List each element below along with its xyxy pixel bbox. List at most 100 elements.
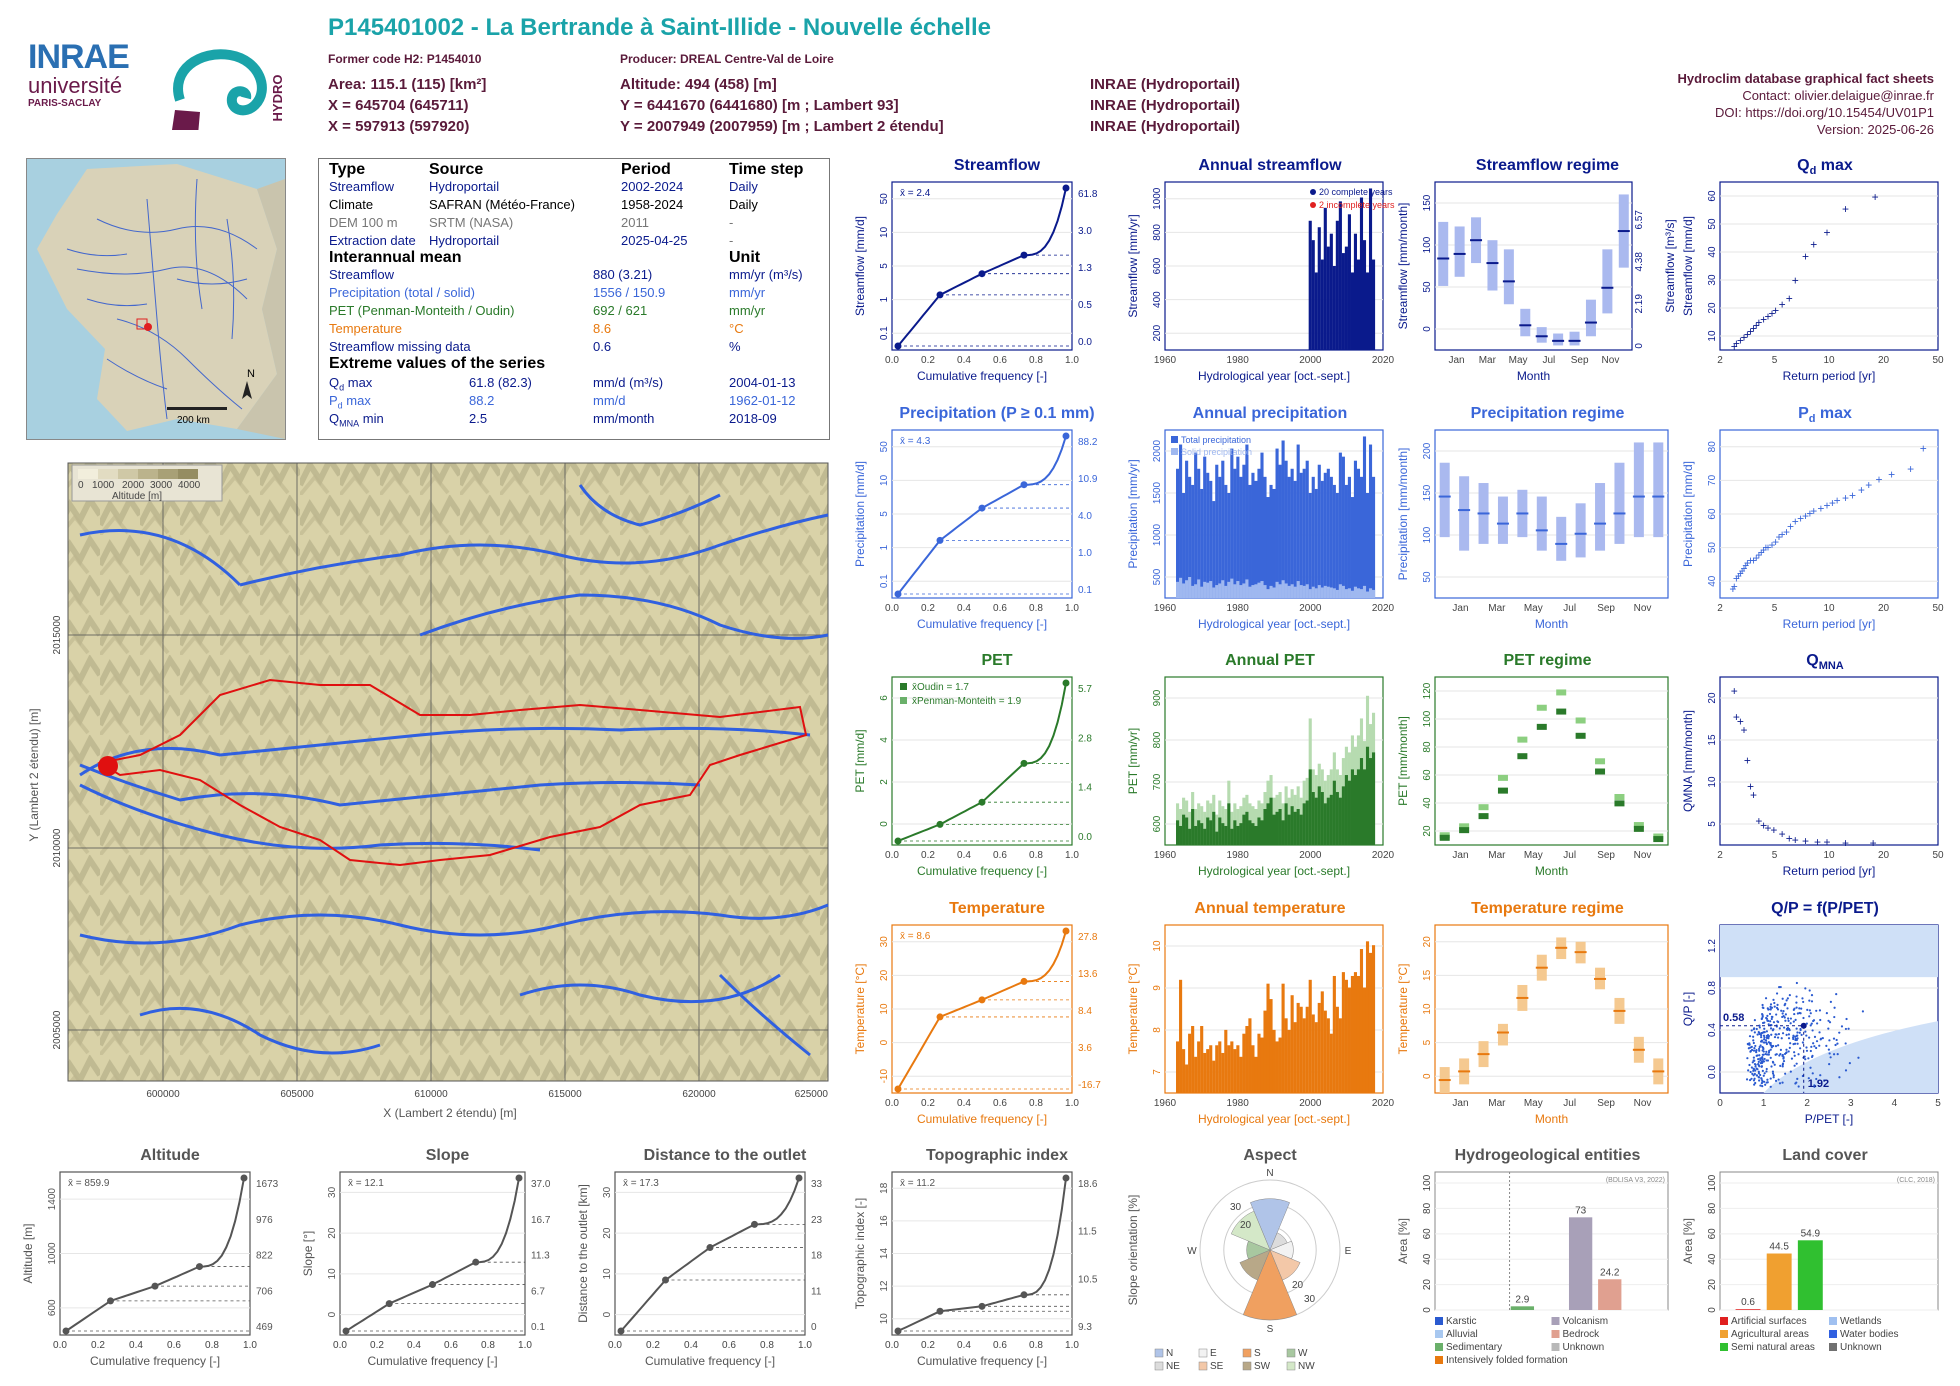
mean-label: x̄ = 17.3 xyxy=(623,1178,659,1189)
bar xyxy=(1257,1033,1261,1093)
scatter-point xyxy=(1763,1027,1766,1030)
bar xyxy=(1299,1006,1303,1093)
bar xyxy=(1353,233,1358,350)
bar xyxy=(1326,1018,1330,1093)
y-axis-label: Area [%] xyxy=(1681,1218,1695,1264)
bar xyxy=(1356,468,1361,598)
bar xyxy=(1194,825,1198,845)
scatter-point xyxy=(1779,1048,1783,1051)
y-tick-label: 800 xyxy=(1152,224,1163,241)
return-point: + xyxy=(1737,333,1744,347)
x-tick-label: 0.2 xyxy=(921,603,935,614)
y-tick-label: 0.1 xyxy=(879,574,890,588)
r3-type: DEM 100 m xyxy=(329,215,398,230)
legend-label: S xyxy=(1254,1348,1261,1359)
return-point: + xyxy=(1744,556,1751,570)
scatter-point xyxy=(1753,1031,1756,1034)
regime-range xyxy=(1633,442,1644,538)
right-tick-label: 469 xyxy=(256,1322,273,1333)
y-tick-label: 18 xyxy=(879,1182,890,1194)
bar-label: 44.5 xyxy=(1769,1242,1789,1253)
bar xyxy=(1209,1045,1213,1093)
return-point: + xyxy=(1842,202,1849,216)
return-point: + xyxy=(1776,530,1783,544)
bar-solid xyxy=(1332,588,1336,598)
scatter-point xyxy=(1774,1045,1778,1048)
chart-altitude: Altitude 600 1000 1400 0.0 0.2 0.4 0.6 0.8 1.0 Cum… xyxy=(21,1147,279,1368)
y-tick-label: 80 xyxy=(1707,1202,1718,1214)
scatter-point xyxy=(1784,1019,1787,1022)
bar xyxy=(1362,240,1367,350)
bar xyxy=(1242,1033,1246,1093)
legend-label: Agricultural areas xyxy=(1731,1329,1809,1340)
scatter-point xyxy=(1752,1035,1755,1038)
bar xyxy=(1329,233,1333,350)
right-tick-label: 4.0 xyxy=(1078,511,1092,522)
x-tick-label: 0.4 xyxy=(407,1340,421,1351)
scatter-point xyxy=(1810,994,1814,997)
scatter-point xyxy=(1792,1020,1795,1023)
scatter-point xyxy=(1752,1056,1755,1059)
ex-2-unit: mm/d xyxy=(593,393,626,408)
bar xyxy=(1323,207,1327,350)
bar xyxy=(1212,501,1216,598)
mean-label: x̄ = 11.2 xyxy=(900,1178,936,1189)
basin-xlabel: X (Lambert 2 étendu) [m] xyxy=(383,1106,516,1120)
bar-solid xyxy=(1197,579,1201,598)
scatter-point xyxy=(1800,1007,1803,1010)
y-tick-label: 20 xyxy=(1707,1279,1718,1291)
scatter-point xyxy=(1765,1017,1769,1020)
scatter-point xyxy=(1823,1079,1826,1082)
bar xyxy=(1356,769,1361,845)
x-tick-label: 0.2 xyxy=(921,1098,935,1109)
scatter-point xyxy=(1795,1001,1798,1004)
bar xyxy=(1314,272,1318,350)
scatter-point xyxy=(1770,1017,1773,1021)
scatter-point xyxy=(1833,1015,1836,1019)
legend-label: Intensively folded formation xyxy=(1446,1355,1568,1366)
quantile-point xyxy=(429,1281,436,1289)
scatter-point xyxy=(1808,1036,1811,1039)
ia-3-name: PET (Penman-Monteith / Oudin) xyxy=(329,303,515,318)
x-tick-label: 10 xyxy=(1823,603,1835,614)
scatter-point xyxy=(1769,1077,1772,1080)
scatter-point xyxy=(1752,1041,1755,1045)
bar-solid xyxy=(1368,588,1373,598)
x-tick-label: 1.0 xyxy=(1065,1340,1079,1351)
scatter-point xyxy=(1760,1065,1763,1068)
scatter-point xyxy=(1828,1063,1831,1066)
legend-label: x̄Penman-Monteith = 1.9 xyxy=(912,696,1022,707)
regime-oudin xyxy=(1459,827,1470,834)
bar-solid xyxy=(1242,583,1246,598)
scatter-point xyxy=(1782,1010,1785,1013)
bar xyxy=(1320,259,1324,350)
scatter-point xyxy=(1752,1079,1756,1082)
right-tick-label: 0.5 xyxy=(1078,300,1092,311)
scatter-point xyxy=(1775,1013,1778,1016)
quantile-point xyxy=(894,1085,902,1093)
scatter-point xyxy=(1755,1051,1758,1054)
aspect-wedge xyxy=(1230,1210,1271,1251)
scatter-point xyxy=(1748,1063,1751,1067)
scatter-point xyxy=(1766,1034,1770,1037)
quantile-point xyxy=(936,1013,944,1021)
bar-solid xyxy=(1266,589,1270,598)
y-tick-label: 50 xyxy=(1707,218,1718,230)
bar xyxy=(1260,452,1264,598)
x-axis-label: Cumulative frequency [-] xyxy=(917,864,1047,878)
return-point: + xyxy=(1810,238,1817,252)
x-tick-label: 0.2 xyxy=(91,1340,105,1351)
bar xyxy=(1257,468,1261,598)
scatter-point xyxy=(1812,1042,1815,1045)
bar xyxy=(1278,464,1282,598)
bar xyxy=(1266,497,1270,598)
scatter-point xyxy=(1832,1053,1836,1056)
quantile-point xyxy=(936,536,944,544)
scale-label: 200 km xyxy=(177,415,210,426)
x-axis-label: Return period [yr] xyxy=(1783,617,1876,631)
ex-2-date: 1962-01-12 xyxy=(729,393,796,408)
quantile-point xyxy=(1062,184,1070,192)
scatter-point xyxy=(1795,981,1798,985)
scatter-point xyxy=(1770,1006,1774,1009)
quantile-point xyxy=(978,798,986,806)
